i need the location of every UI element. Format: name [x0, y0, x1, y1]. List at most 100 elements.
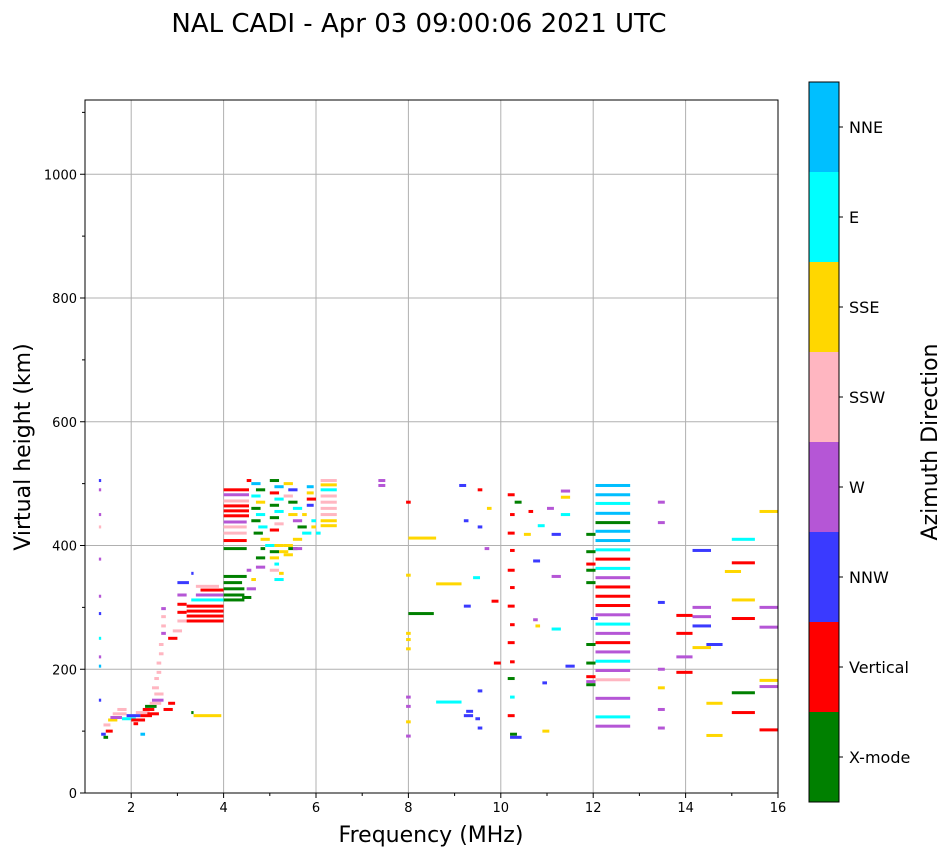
- echo-trace-ssw: [320, 500, 337, 504]
- echo-trace-w: [657, 667, 665, 671]
- echo-trace-nne: [595, 493, 631, 497]
- echo-trace-x-mode: [103, 735, 109, 739]
- colorbar-swatch: [809, 352, 839, 442]
- y-tick-label: 600: [52, 416, 77, 431]
- echo-trace-vertical: [105, 729, 113, 733]
- echo-trace-w: [595, 613, 631, 617]
- echo-trace-w: [759, 625, 778, 629]
- echo-trace-e: [274, 562, 280, 566]
- echo-trace-e: [311, 519, 316, 523]
- echo-trace-sse: [406, 647, 411, 651]
- echo-trace-nnw: [477, 525, 483, 529]
- x-tick-label: 10: [493, 801, 510, 816]
- echo-trace-ssw: [154, 692, 164, 696]
- echo-trace-sse: [759, 678, 778, 682]
- echo-trace-vertical: [477, 488, 483, 492]
- echo-trace-vertical: [510, 623, 515, 627]
- echo-trace-ssw: [595, 678, 631, 682]
- echo-trace-ssw: [320, 494, 337, 498]
- echo-trace-x-mode: [223, 598, 245, 602]
- echo-trace-x-mode: [514, 500, 522, 504]
- echo-trace-ssw: [161, 615, 166, 619]
- echo-trace-ssw: [283, 494, 293, 498]
- x-tick-label: 12: [585, 801, 602, 816]
- echo-trace-w: [98, 594, 102, 598]
- y-tick-label: 400: [52, 540, 77, 555]
- echo-trace-nne: [595, 529, 631, 533]
- echo-trace-w: [759, 605, 778, 609]
- echo-trace-vertical: [246, 479, 252, 483]
- echo-trace-w: [98, 557, 102, 561]
- echo-trace-e: [595, 622, 631, 626]
- echo-trace-w: [378, 483, 386, 487]
- echo-trace-w: [595, 576, 631, 580]
- echo-trace-x-mode: [251, 519, 261, 523]
- echo-trace-vertical: [759, 728, 778, 732]
- echo-traces: [98, 479, 778, 739]
- echo-trace-ssw: [135, 711, 150, 715]
- echo-trace-vertical: [676, 613, 693, 617]
- echo-trace-vertical: [269, 491, 280, 495]
- echo-trace-nnw: [288, 488, 298, 492]
- echo-trace-ssw: [320, 513, 337, 517]
- x-axis-ticks: 2 4 6 8 10 12 14 16: [127, 793, 786, 816]
- echo-trace-nne: [274, 485, 284, 489]
- echo-trace-vertical: [186, 609, 224, 613]
- echo-trace-vertical: [223, 504, 250, 508]
- echo-trace-nnw: [565, 664, 575, 668]
- echo-trace-nne: [140, 732, 146, 736]
- echo-trace-w: [161, 631, 166, 635]
- echo-trace-w: [547, 506, 554, 510]
- echo-trace-e: [320, 488, 337, 492]
- echo-trace-nnw: [463, 519, 469, 523]
- echo-trace-x-mode: [223, 593, 245, 597]
- echo-trace-vertical: [223, 514, 250, 518]
- echo-trace-nnw: [657, 600, 665, 604]
- echo-trace-w: [692, 615, 712, 619]
- colorbar-label: Vertical: [849, 658, 909, 677]
- y-tick-label: 200: [52, 663, 77, 678]
- echo-trace-x-mode: [223, 574, 247, 578]
- echo-trace-sse: [320, 519, 337, 523]
- echo-trace-e: [251, 494, 261, 498]
- echo-trace-sse: [724, 569, 742, 573]
- echo-trace-e: [121, 717, 136, 721]
- echo-trace-w: [223, 493, 250, 497]
- echo-trace-sse: [292, 537, 303, 541]
- echo-trace-e: [258, 525, 268, 529]
- echo-trace-sse: [279, 571, 284, 575]
- chart-title: NAL CADI - Apr 03 09:00:06 2021 UTC: [171, 9, 666, 39]
- echo-trace-ssw: [158, 652, 164, 656]
- echo-trace-nnw: [98, 479, 102, 483]
- echo-trace-nne: [595, 511, 631, 515]
- echo-trace-vertical: [676, 631, 693, 635]
- echo-trace-w: [595, 724, 631, 728]
- echo-trace-e: [731, 537, 755, 541]
- echo-trace-vertical: [223, 509, 250, 513]
- y-tick-label: 1000: [44, 168, 77, 183]
- echo-trace-w: [406, 734, 411, 738]
- colorbar-swatch: [809, 622, 839, 712]
- colorbar-label: NNE: [849, 118, 883, 137]
- echo-trace-sse: [486, 506, 492, 510]
- echo-trace-sse: [542, 729, 550, 733]
- echo-trace-ssw: [158, 643, 164, 646]
- echo-trace-ssw: [223, 499, 250, 503]
- echo-trace-nnw: [477, 689, 483, 693]
- echo-trace-w: [595, 631, 631, 635]
- echo-trace-nnw: [551, 532, 561, 536]
- echo-trace-ssw: [156, 661, 162, 665]
- echo-trace-w: [223, 520, 247, 524]
- echo-trace-w: [110, 716, 122, 720]
- echo-trace-w: [657, 500, 665, 504]
- echo-trace-x-mode: [510, 732, 517, 736]
- echo-trace-ssw: [98, 525, 102, 529]
- echo-trace-x-mode: [586, 550, 596, 554]
- echo-trace-vertical: [140, 714, 152, 718]
- echo-trace-vertical: [507, 641, 515, 645]
- echo-trace-sse: [320, 524, 337, 528]
- echo-trace-w: [406, 704, 411, 708]
- colorbar-label: SSW: [849, 388, 885, 407]
- echo-trace-sse: [406, 638, 411, 642]
- x-tick-label: 2: [127, 801, 135, 816]
